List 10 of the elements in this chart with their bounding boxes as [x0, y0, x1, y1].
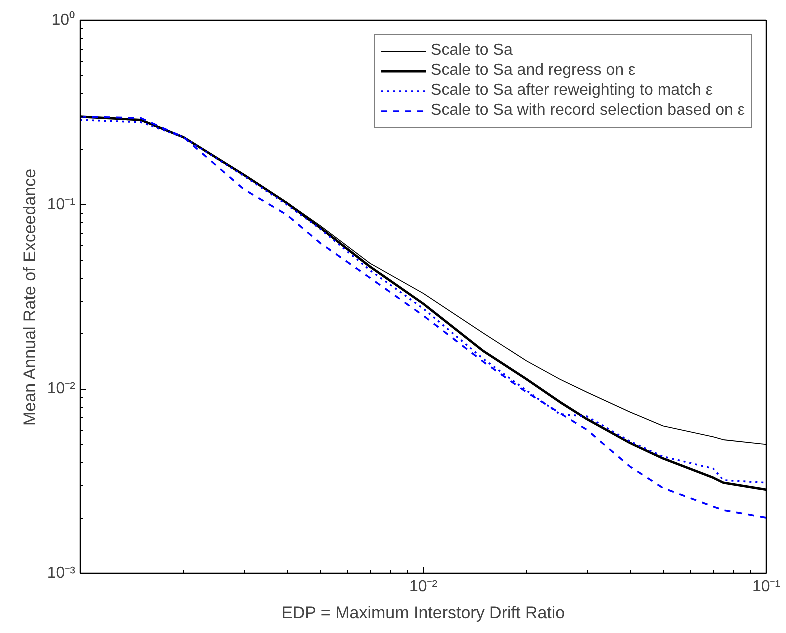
legend-label: Scale to Sa: [431, 42, 513, 60]
y-tick-label: 10⁻¹: [47, 196, 76, 214]
x-axis-title: EDP = Maximum Interstory Drift Ratio: [282, 604, 566, 622]
legend-label: Scale to Sa with record selection based on ε: [431, 102, 745, 120]
y-axis-title: Mean Annual Rate of Exceedance: [20, 168, 40, 426]
legend-label: Scale to Sa and regress on ε: [431, 62, 636, 80]
legend-label: Scale to Sa after reweighting to match ε: [431, 82, 713, 100]
y-tick-label: 10⁰: [52, 11, 76, 29]
y-tick-label: 10⁻²: [47, 380, 76, 398]
y-tick-label: 10⁻³: [47, 565, 76, 582]
